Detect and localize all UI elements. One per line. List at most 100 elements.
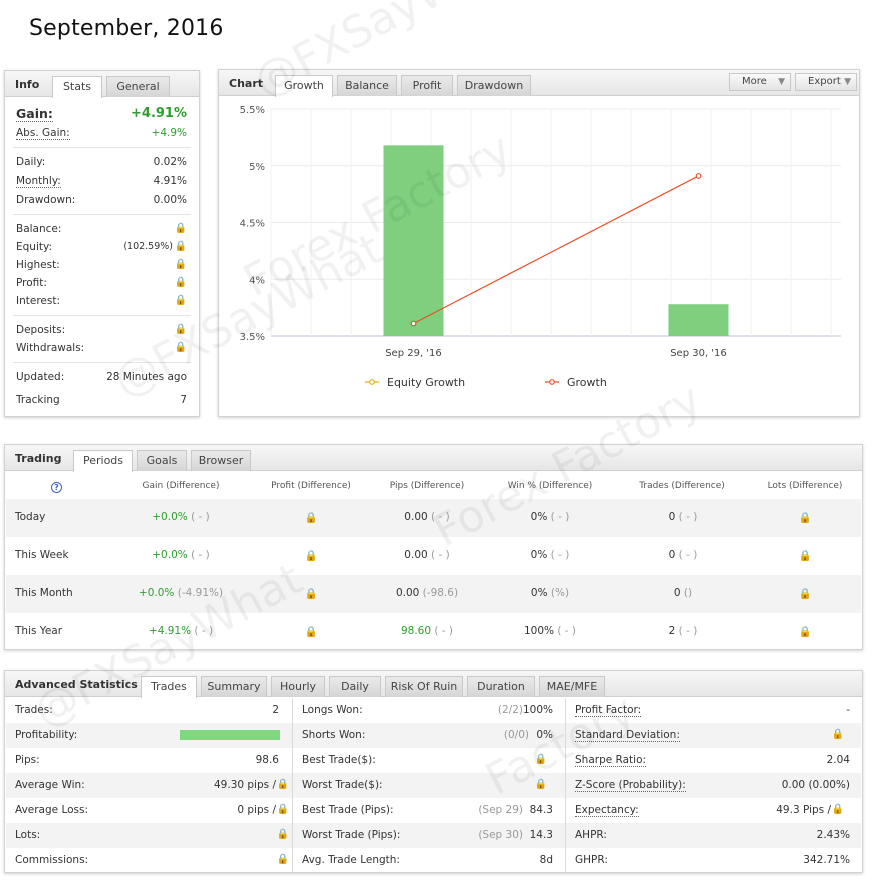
stat-note: (2/2) [497, 704, 523, 716]
tab-drawdown[interactable]: Drawdown [457, 75, 531, 96]
legend-label: Growth [567, 376, 607, 389]
column-header: Lots (Difference) [767, 481, 843, 491]
stats-row: Trades: 2 Longs Won: 100% (2/2) Profit Factor… [6, 698, 861, 723]
stat-label: Commissions: [15, 854, 89, 866]
stat-value: 0.00 (0.00%) [781, 779, 850, 791]
stat-label: Average Loss: [15, 804, 89, 816]
stat-label: Avg. Trade Length: [302, 854, 400, 866]
legend-label: Equity Growth [387, 376, 465, 389]
tracking-label: Tracking [16, 394, 60, 406]
stat-value: 0% [536, 729, 553, 741]
stat-value: 8d [539, 854, 553, 866]
tab-profit[interactable]: Profit [401, 75, 453, 96]
table-row: This Month +0.0% (-4.91%) 🔒 0.00 (-98.6) 0% … [6, 575, 861, 613]
tab-periods[interactable]: Periods [73, 450, 133, 472]
win-difference: ( - ) [557, 625, 577, 637]
pips-cell: 98.60 ( - ) [401, 625, 453, 637]
lock-icon: 🔒 [798, 550, 812, 562]
stat-value: 2.43% [816, 829, 850, 841]
tab-balance[interactable]: Balance [337, 75, 397, 96]
tab-daily[interactable]: Daily [329, 676, 381, 697]
abs-gain-value: +4.9% [151, 127, 187, 139]
tab-goals[interactable]: Goals [137, 450, 187, 471]
divider [13, 147, 191, 148]
monthly-label: Monthly: [16, 175, 61, 188]
chevron-down-icon: ▼ [844, 77, 851, 87]
stat-value: 2 [272, 704, 279, 716]
tab-summary[interactable]: Summary [201, 676, 267, 697]
profitability-bar [180, 730, 280, 740]
stat-label: Worst Trade (Pips): [302, 829, 401, 841]
stat-label: Expectancy: [575, 804, 639, 817]
gain: +4.91% ( - ) [149, 625, 213, 637]
lock-icon: 🔒 [534, 779, 547, 790]
chart-tabbar: Chart Growth Balance Profit Drawdown Mor… [219, 70, 859, 97]
profit-label: Profit: [16, 277, 47, 289]
tab-growth[interactable]: Growth [275, 75, 333, 97]
lock-icon: 🔒 [534, 754, 547, 765]
win-difference: ( - ) [550, 549, 570, 561]
trades-difference: ( - ) [678, 549, 698, 561]
stat-label: Shorts Won: [302, 729, 366, 741]
stat-value: 49.3 Pips / [776, 804, 831, 816]
win-value: 0% [530, 549, 548, 561]
period-label: Today [15, 511, 46, 523]
tab-duration[interactable]: Duration [467, 676, 535, 697]
export-button[interactable]: Export ▼ [795, 73, 857, 91]
growth-point [410, 320, 417, 327]
more-button-label: More [742, 76, 767, 87]
trades-value: 0 [668, 549, 676, 561]
tab-mae-mfe[interactable]: MAE/MFE [539, 676, 605, 697]
tab-trades[interactable]: Trades [141, 676, 197, 698]
lock-icon: 🔒 [798, 588, 812, 600]
win-cell: 0% ( - ) [531, 511, 570, 523]
deposits-label: Deposits: [16, 324, 66, 336]
highest-label: Highest: [16, 259, 60, 271]
growth-line [413, 175, 699, 325]
pips-value: 0.00 [404, 549, 428, 561]
stat-value: 2.04 [826, 754, 850, 766]
advanced-panel-title: Advanced Statistics [15, 678, 138, 691]
updated-value: 28 Minutes ago [106, 371, 187, 383]
lock-icon: 🔒 [304, 626, 318, 638]
gain: +0.0% ( - ) [152, 549, 210, 561]
gain-difference: (-4.91%) [177, 587, 224, 599]
stat-value: 49.30 pips / [214, 779, 276, 791]
lock-icon: 🔒 [304, 512, 318, 524]
stat-label: AHPR: [575, 829, 607, 841]
trades-value: 2 [668, 625, 676, 637]
lock-icon: 🔒 [174, 241, 187, 252]
trades-difference: ( - ) [678, 511, 698, 523]
win-cell: 100% ( - ) [524, 625, 576, 637]
y-tick-label: 4% [249, 275, 265, 286]
win-difference: (%) [550, 587, 570, 599]
advanced-stats-panel: Advanced Statistics Trades Summary Hourl… [4, 670, 863, 873]
column-header: Pips (Difference) [389, 481, 465, 491]
pips: 0.00 ( - ) [404, 549, 449, 561]
equity-value: (102.59%) [123, 241, 173, 252]
help-icon[interactable]: ? [51, 482, 62, 493]
column-header: Gain (Difference) [142, 481, 220, 491]
x-tick-label: Sep 30, '16 [670, 348, 727, 359]
tab-risk-of-ruin[interactable]: Risk Of Ruin [385, 676, 463, 697]
chart-panel-title: Chart [229, 77, 264, 90]
pips-cell: 0.00 (-98.6) [396, 587, 458, 599]
trades: 2 ( - ) [669, 625, 698, 637]
tab-general[interactable]: General [106, 76, 170, 97]
lock-icon: 🔒 [798, 626, 812, 638]
trades: 0 () [674, 587, 692, 599]
lock-icon: 🔒 [276, 854, 289, 865]
stat-note: (0/0) [503, 729, 529, 741]
table-row: Today +0.0% ( - ) 🔒 0.00 ( - ) 0% ( - ) 0 ( -… [6, 499, 861, 537]
lock-icon: 🔒 [276, 829, 289, 840]
chart-panel: Chart Growth Balance Profit Drawdown Mor… [218, 69, 860, 417]
trades: 0 ( - ) [669, 549, 698, 561]
table-row: This Week +0.0% ( - ) 🔒 0.00 ( - ) 0% ( - ) 0… [6, 537, 861, 575]
tab-hourly[interactable]: Hourly [271, 676, 325, 697]
tab-browser[interactable]: Browser [191, 450, 251, 471]
more-button[interactable]: More ▼ [729, 73, 791, 91]
pips-difference: ( - ) [431, 511, 450, 523]
column-header: Trades (Difference) [639, 481, 725, 491]
tab-stats[interactable]: Stats [52, 76, 102, 98]
gain-value: +4.91% [131, 106, 187, 121]
